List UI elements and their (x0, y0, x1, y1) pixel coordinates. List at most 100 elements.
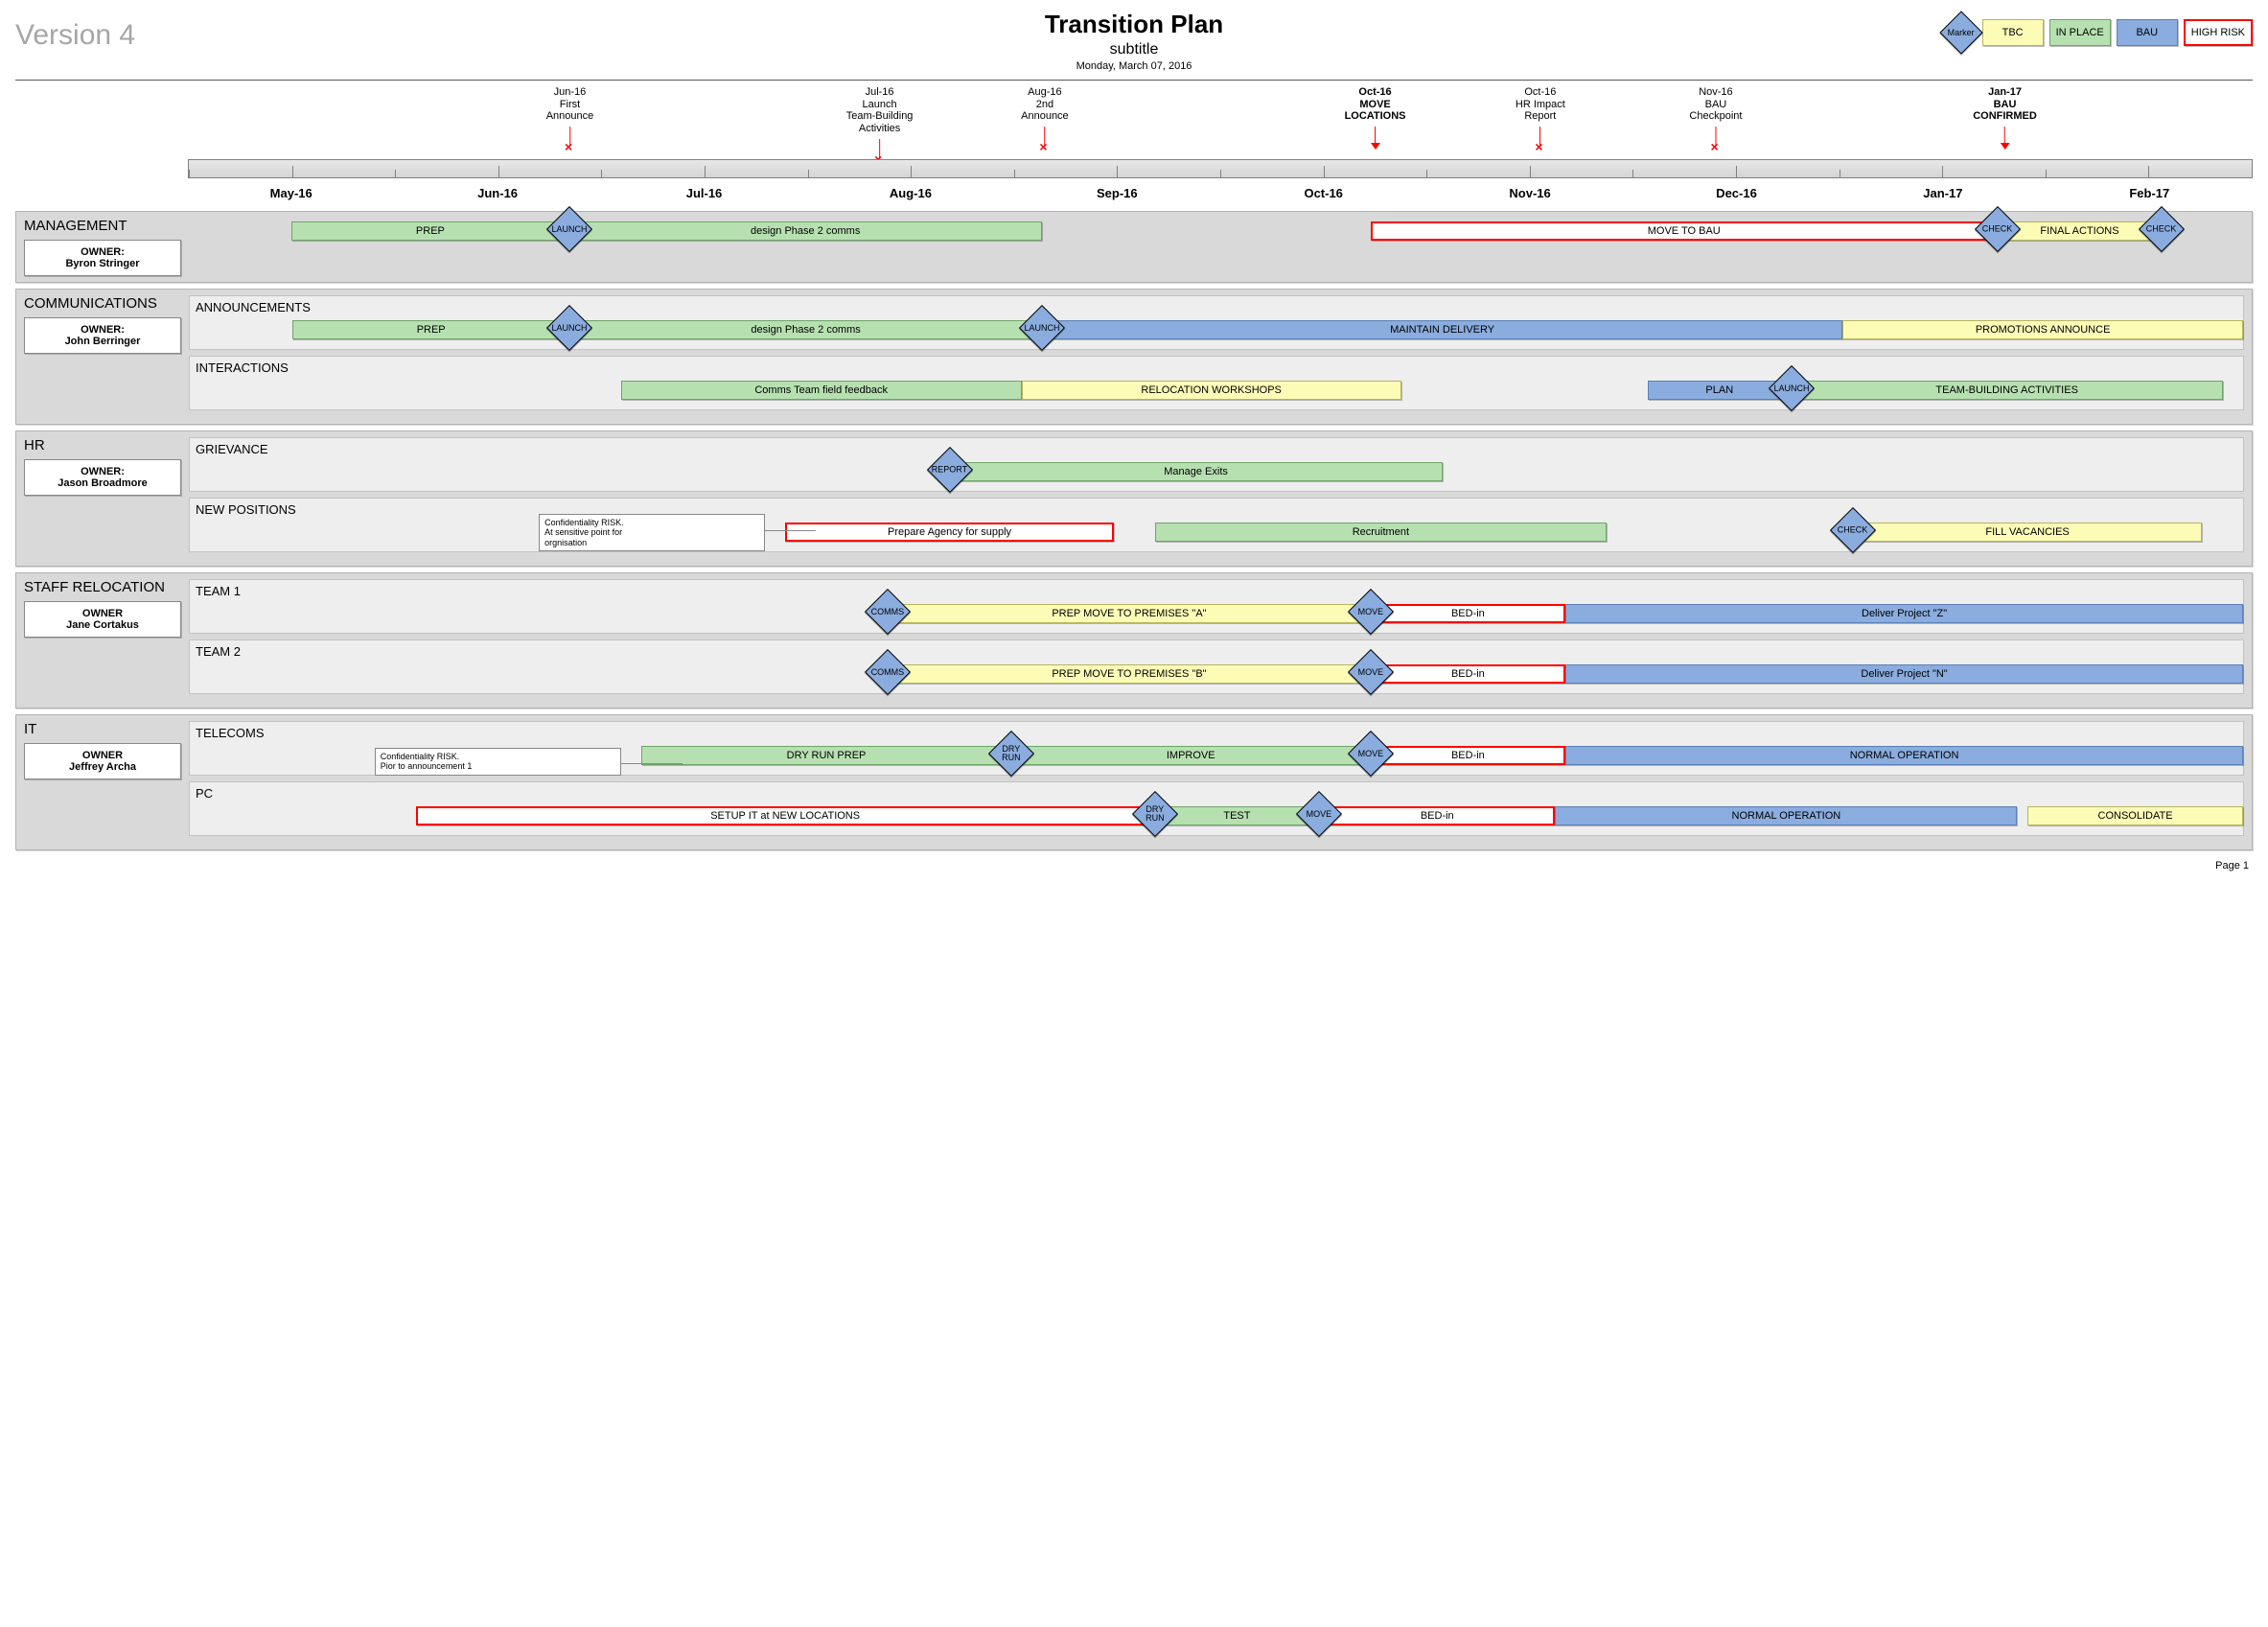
track: PCConfidentiality RISK.Pior to announcem… (189, 781, 2244, 836)
track-row: PREPdesign Phase 2 commsMAINTAIN DELIVER… (190, 316, 2243, 343)
timeline-callouts: Jun-16FirstAnnounce Jul-16LaunchTeam-Buil… (188, 86, 2253, 205)
timeline-month-labels: May-16Jun-16Jul-16Aug-16Sep-16Oct-16Nov-… (188, 186, 2253, 205)
swimlane-body: PREPdesign Phase 2 comms MOVE TO BAUFINAL… (189, 212, 2252, 282)
milestone-diamond: MOVE (1354, 737, 1387, 770)
gantt-bar: PROMOTIONS ANNOUNCE (1842, 320, 2243, 339)
page-subtitle: subtitle (15, 41, 2253, 58)
track-row: PREPdesign Phase 2 comms MOVE TO BAUFINAL… (189, 218, 2244, 244)
gantt-bar: PREP (291, 221, 568, 241)
gantt-bar: Deliver Project "Z" (1565, 604, 2243, 623)
gantt-bar: FILL VACANCIES (1853, 523, 2202, 542)
timeline-callout: Oct-16HR ImpactReport (1516, 86, 1565, 146)
gantt-bar: Deliver Project "N" (1565, 664, 2243, 684)
milestone-diamond: CHECK (1837, 514, 1869, 546)
owner-box: OWNER:John Berringer (24, 317, 181, 354)
legend: MarkerTBCIN PLACEBAUHIGH RISK (1946, 17, 2253, 48)
milestone-diamond: CHECK (1981, 213, 2014, 245)
page-date: Monday, March 07, 2016 (15, 60, 2253, 72)
swimlane-header: STAFF RELOCATIONOWNERJane Cortakus (16, 573, 189, 708)
risk-note: Confidentiality RISK.Pior to announcemen… (375, 748, 621, 776)
milestone-diamond: DRYRUN (1139, 798, 1171, 830)
milestone-diamond: CHECK (2145, 213, 2178, 245)
gantt-bar: design Phase 2 comms (569, 320, 1042, 339)
timeline-callout: Oct-16MOVELOCATIONS (1345, 86, 1406, 146)
owner-box: OWNERJeffrey Archa (24, 743, 181, 779)
milestone-diamond: MOVE (1354, 595, 1387, 628)
gantt-bar: BED-in (1371, 746, 1565, 765)
milestone-diamond: REPORT (934, 453, 966, 486)
timeline-ruler (188, 159, 2253, 178)
gantt-bar: PREP (292, 320, 569, 339)
milestone-diamond: MOVE (1354, 656, 1387, 688)
timeline-callout: Jan-17BAUCONFIRMED (1973, 86, 2037, 146)
page-title: Transition Plan (15, 10, 2253, 39)
gantt-bar: Prepare Agency for supply (785, 523, 1114, 542)
track-row: SETUP IT at NEW LOCATIONSTESTBED-inNORMA… (190, 802, 2243, 829)
footer-page: Page 1 (15, 860, 2253, 872)
swimlane-body: ANNOUNCEMENTSPREPdesign Phase 2 commsMAI… (189, 290, 2252, 424)
risk-note: Confidentiality RISK.At sensitive point … (539, 514, 765, 551)
track-row: Prepare Agency for supply Recruitment FILL… (190, 519, 2243, 546)
month-label: Sep-16 (1097, 186, 1138, 200)
swimlane-header: HROWNER:Jason Broadmore (16, 431, 189, 566)
gantt-bar: MOVE TO BAU (1371, 221, 1998, 241)
gantt-bar: RELOCATION WORKSHOPS (1022, 381, 1401, 400)
track: TEAM 2PREP MOVE TO PREMISES "B"BED-inDel… (189, 639, 2244, 694)
track-row: Comms Team field feedbackRELOCATION WORK… (190, 377, 2243, 404)
milestone-diamond: LAUNCH (553, 312, 586, 344)
timeline-callout: Jul-16LaunchTeam-BuildingActivities (846, 86, 914, 158)
gantt-bar: design Phase 2 comms (569, 221, 1042, 241)
owner-box: OWNER:Jason Broadmore (24, 459, 181, 496)
swimlane-header: MANAGEMENTOWNER:Byron Stringer (16, 212, 189, 282)
track-label: TEAM 1 (190, 582, 2243, 600)
gantt-bar: TEST (1155, 806, 1319, 825)
swimlane: STAFF RELOCATIONOWNERJane CortakusTEAM 1… (15, 572, 2253, 709)
gantt-bar: TEAM-BUILDING ACTIVITIES (1792, 381, 2223, 400)
swimlane: ITOWNERJeffrey ArchaTELECOMSDRY RUN PREP… (15, 714, 2253, 850)
gantt-bar: NORMAL OPERATION (1565, 746, 2243, 765)
gantt-bar: BED-in (1371, 604, 1565, 623)
gantt-bar: FINAL ACTIONS (1998, 221, 2163, 241)
milestone-diamond: LAUNCH (553, 213, 586, 245)
milestone-diamond: LAUNCH (1026, 312, 1058, 344)
gantt-bar: BED-in (1371, 664, 1565, 684)
gantt-bar: BED-in (1319, 806, 1555, 825)
swimlane-body: TEAM 1PREP MOVE TO PREMISES "A"BED-inDel… (189, 573, 2252, 708)
gantt-bar: MAINTAIN DELIVERY (1042, 320, 1842, 339)
header: Version 4 Transition Plan subtitle Monda… (15, 10, 2253, 81)
owner-box: OWNER:Byron Stringer (24, 240, 181, 276)
timeline-callout: Nov-16BAUCheckpoint (1689, 86, 1742, 146)
legend-item: TBC (1982, 19, 2044, 46)
gantt-bar: NORMAL OPERATION (1555, 806, 2017, 825)
swimlanes: MANAGEMENTOWNER:Byron StringerPREPdesign… (15, 211, 2253, 850)
swimlane: COMMUNICATIONSOWNER:John BerringerANNOUN… (15, 289, 2253, 425)
gantt-bar: IMPROVE (1011, 746, 1371, 765)
timeline-callout: Jun-16FirstAnnounce (546, 86, 594, 146)
gantt-bar: Comms Team field feedback (621, 381, 1022, 400)
track: TEAM 1PREP MOVE TO PREMISES "A"BED-inDel… (189, 579, 2244, 634)
gantt-bar: Recruitment (1155, 523, 1607, 542)
gantt-bar: Manage Exits (950, 462, 1443, 481)
milestone-diamond: MOVE (1303, 798, 1335, 830)
track-label: ANNOUNCEMENTS (190, 298, 2243, 316)
track: GRIEVANCEManage ExitsREPORT (189, 437, 2244, 492)
swimlane-header: ITOWNERJeffrey Archa (16, 715, 189, 849)
month-label: Feb-17 (2129, 186, 2169, 200)
month-label: Jul-16 (686, 186, 723, 200)
milestone-diamond: COMMS (871, 656, 904, 688)
legend-item: BAU (2117, 19, 2178, 46)
milestone-diamond: DRYRUN (995, 737, 1028, 770)
month-label: Aug-16 (890, 186, 932, 200)
milestone-diamond: COMMS (871, 595, 904, 628)
month-label: Oct-16 (1304, 186, 1342, 200)
version-label: Version 4 (15, 19, 135, 52)
title-block: Transition Plan subtitle Monday, March 0… (15, 10, 2253, 72)
track: ANNOUNCEMENTSPREPdesign Phase 2 commsMAI… (189, 295, 2244, 350)
track: NEW POSITIONSPrepare Agency for supplyRe… (189, 498, 2244, 552)
track: INTERACTIONSComms Team field feedbackREL… (189, 356, 2244, 410)
track-label: GRIEVANCE (190, 440, 2243, 458)
track: PREPdesign Phase 2 comms MOVE TO BAUFINAL… (189, 218, 2244, 244)
gantt-bar: DRY RUN PREP (641, 746, 1011, 765)
timeline-callout: Aug-162ndAnnounce (1021, 86, 1069, 146)
track-row: Manage ExitsREPORT (190, 458, 2243, 485)
